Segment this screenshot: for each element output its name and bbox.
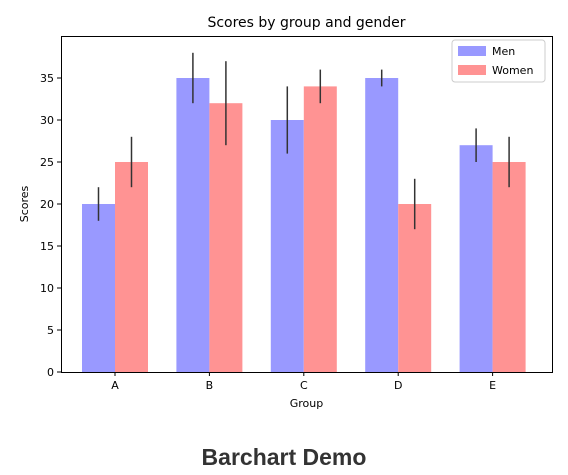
x-tick-label: E: [489, 379, 496, 392]
error-bars-layer: [97, 52, 510, 230]
chart-title: Scores by group and gender: [207, 15, 405, 31]
x-axis: A B C D E: [111, 372, 496, 392]
y-tick-label: 5: [47, 324, 54, 337]
bar-women-c: [303, 86, 337, 373]
y-tick-label: 20: [40, 198, 54, 211]
legend-label-men: Men: [492, 45, 515, 58]
legend-label-women: Women: [492, 64, 533, 77]
x-axis-label: Group: [290, 397, 324, 410]
bar-men-e: [459, 145, 493, 372]
y-tick-label: 0: [47, 366, 54, 379]
bar-women-e: [492, 162, 526, 372]
bar-women-b: [209, 103, 243, 372]
y-axis: 0 5 10 15 20 25 30 35: [40, 72, 61, 379]
bar-women-a: [115, 162, 148, 372]
y-tick-label: 15: [40, 240, 54, 253]
x-tick-label: D: [394, 379, 402, 392]
bar-men-a: [82, 204, 115, 372]
bar-chart: 0 5 10 15 20 25 30 35 A B C D E Scores by group and…: [18, 15, 553, 410]
bar-men-c: [270, 120, 304, 372]
x-tick-label: C: [300, 379, 308, 392]
bar-women-d: [398, 204, 432, 372]
legend-swatch-men: [458, 46, 486, 56]
y-tick-label: 25: [40, 156, 54, 169]
legend: Men Women: [451, 39, 546, 83]
y-tick-label: 30: [40, 114, 54, 127]
y-axis-label: Scores: [18, 185, 31, 222]
x-tick-label: A: [111, 379, 119, 392]
x-tick-label: B: [206, 379, 214, 392]
plot-area-frame: [61, 36, 553, 373]
bars-layer: [82, 78, 526, 373]
legend-swatch-women: [458, 65, 486, 75]
bar-men-d: [365, 78, 399, 372]
y-tick-label: 35: [40, 72, 54, 85]
y-tick-label: 10: [40, 282, 54, 295]
chart-caption: Barchart Demo: [201, 444, 367, 470]
bar-men-b: [176, 78, 210, 372]
